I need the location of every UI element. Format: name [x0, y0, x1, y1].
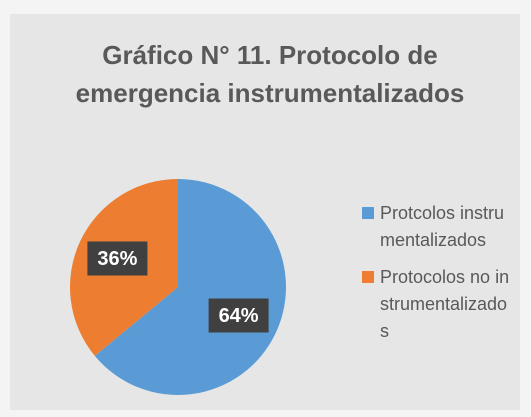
legend-label: Protcolos instrumentalizados: [380, 203, 505, 250]
legend-label: Protocolos no instrumentalizados: [380, 267, 510, 341]
data-label-box: [208, 298, 269, 333]
data-label: 64%: [219, 305, 259, 327]
legend-entry: Protocolos no instrumentalizados: [362, 264, 515, 345]
legend: Protcolos instrumentalizados Protocolos n…: [362, 200, 522, 355]
data-label: 36%: [97, 248, 137, 270]
chart-title: Gráfico N° 11. Protocolo de emergencia i…: [75, 40, 465, 108]
legend-entry: Protcolos instrumentalizados: [362, 200, 515, 254]
legend-swatch: [362, 207, 374, 219]
data-label-box: [87, 241, 148, 276]
pie-slice: [94, 179, 286, 396]
legend-swatch: [362, 271, 374, 283]
chart: 64% 36%: [69, 179, 286, 396]
chart-area: 64% 36% Gráfico N° 11. Protocolo de emerg…: [10, 14, 520, 410]
